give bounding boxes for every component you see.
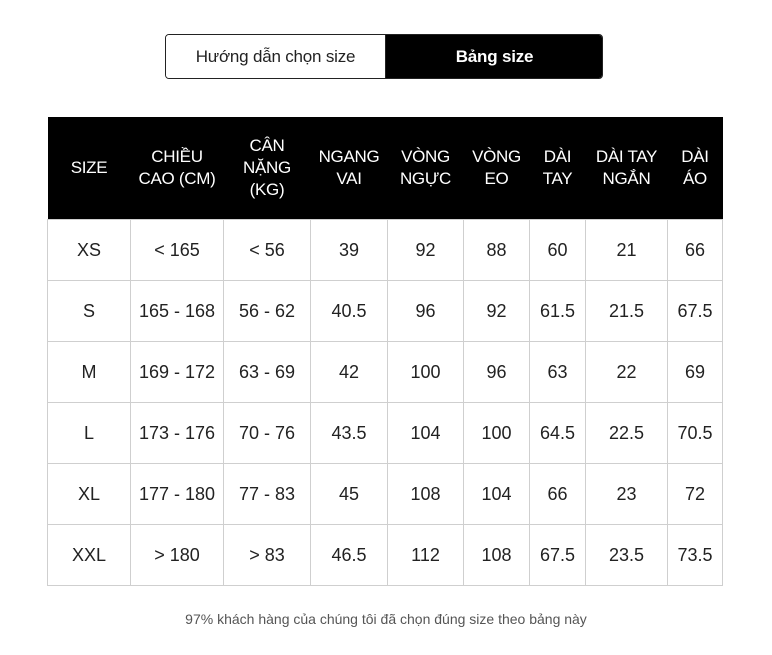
table-cell: 66 <box>667 219 723 281</box>
table-cell: < 165 <box>130 219 224 281</box>
size-label-cell: XL <box>47 463 131 525</box>
table-cell: 96 <box>387 280 464 342</box>
column-header-line: VÒNG <box>401 147 450 166</box>
table-cell: 88 <box>463 219 530 281</box>
column-header-line: CÂN <box>249 136 285 155</box>
column-header-line: VAI <box>336 169 362 188</box>
table-cell: 40.5 <box>310 280 388 342</box>
size-label-cell: S <box>47 280 131 342</box>
size-label-cell: M <box>47 341 131 403</box>
table-cell: 39 <box>310 219 388 281</box>
column-header: SIZE <box>47 117 131 220</box>
column-header-line: NẶNG <box>243 158 291 177</box>
column-header: DÀI TAY NGẮN <box>585 117 668 220</box>
table-cell: 43.5 <box>310 402 388 464</box>
table-cell: 70.5 <box>667 402 723 464</box>
table-cell: 63 <box>529 341 586 403</box>
table-row: S 165 - 168 56 - 62 40.5 96 92 61.5 21.5 67.5 <box>47 280 723 342</box>
column-header-line: DÀI <box>681 147 709 166</box>
table-cell: 112 <box>387 524 464 586</box>
table-cell: 92 <box>463 280 530 342</box>
column-header-line: TAY <box>542 169 573 188</box>
size-tabs: Hướng dẫn chọn size Bảng size <box>165 34 603 79</box>
table-cell: 165 - 168 <box>130 280 224 342</box>
table-cell: 56 - 62 <box>223 280 311 342</box>
table-cell: 92 <box>387 219 464 281</box>
table-cell: 96 <box>463 341 530 403</box>
column-header: VÒNG NGỰC <box>387 117 464 220</box>
table-cell: 72 <box>667 463 723 525</box>
column-header: NGANG VAI <box>310 117 388 220</box>
table-cell: < 56 <box>223 219 311 281</box>
table-cell: 100 <box>463 402 530 464</box>
table-cell: 46.5 <box>310 524 388 586</box>
column-header-line: ÁO <box>683 169 707 188</box>
column-header-line: NGANG <box>318 147 380 166</box>
column-header-line: NGẮN <box>602 169 651 188</box>
size-table: SIZE CHIỀU CAO (CM) CÂN NẶNG (KG) NGANG VAI VÒNG… <box>47 117 723 586</box>
table-row: M 169 - 172 63 - 69 42 100 96 63 22 69 <box>47 341 723 403</box>
column-header: CHIỀU CAO (CM) <box>130 117 224 220</box>
column-header-line: (KG) <box>249 180 285 199</box>
table-cell: 21.5 <box>585 280 668 342</box>
table-cell: > 83 <box>223 524 311 586</box>
column-header: CÂN NẶNG (KG) <box>223 117 311 220</box>
table-cell: > 180 <box>130 524 224 586</box>
table-cell: 104 <box>387 402 464 464</box>
table-row: XS < 165 < 56 39 92 88 60 21 66 <box>47 219 723 281</box>
column-header-line: DÀI TAY <box>595 147 658 166</box>
table-cell: 22.5 <box>585 402 668 464</box>
column-header-line: SIZE <box>70 158 108 177</box>
column-header-line: EO <box>484 169 509 188</box>
table-cell: 69 <box>667 341 723 403</box>
size-label-cell: XXL <box>47 524 131 586</box>
column-header-line: NGỰC <box>399 169 452 188</box>
column-header-line: DÀI <box>543 147 572 166</box>
column-header: VÒNG EO <box>463 117 530 220</box>
table-cell: 21 <box>585 219 668 281</box>
column-header: DÀI ÁO <box>667 117 723 220</box>
table-cell: 100 <box>387 341 464 403</box>
table-row: XL 177 - 180 77 - 83 45 108 104 66 23 72 <box>47 463 723 525</box>
table-cell: 169 - 172 <box>130 341 224 403</box>
table-header-row: SIZE CHIỀU CAO (CM) CÂN NẶNG (KG) NGANG VAI VÒNG… <box>47 117 723 220</box>
table-cell: 63 - 69 <box>223 341 311 403</box>
table-cell: 177 - 180 <box>130 463 224 525</box>
table-cell: 60 <box>529 219 586 281</box>
table-cell: 73.5 <box>667 524 723 586</box>
table-cell: 61.5 <box>529 280 586 342</box>
column-header-line: VÒNG <box>472 147 521 166</box>
table-cell: 22 <box>585 341 668 403</box>
tab-size-chart[interactable]: Bảng size <box>386 35 602 78</box>
column-header-line: CHIỀU <box>151 147 203 166</box>
size-label-cell: XS <box>47 219 131 281</box>
footer-note: 97% khách hàng của chúng tôi đã chọn đún… <box>185 611 587 627</box>
table-cell: 108 <box>387 463 464 525</box>
column-header-line: CAO (CM) <box>138 169 216 188</box>
table-cell: 108 <box>463 524 530 586</box>
table-cell: 23.5 <box>585 524 668 586</box>
table-cell: 77 - 83 <box>223 463 311 525</box>
table-cell: 70 - 76 <box>223 402 311 464</box>
table-cell: 64.5 <box>529 402 586 464</box>
table-cell: 67.5 <box>667 280 723 342</box>
table-cell: 173 - 176 <box>130 402 224 464</box>
table-cell: 45 <box>310 463 388 525</box>
table-cell: 42 <box>310 341 388 403</box>
tab-size-guide[interactable]: Hướng dẫn chọn size <box>166 35 386 78</box>
column-header: DÀI TAY <box>529 117 586 220</box>
table-row: XXL > 180 > 83 46.5 112 108 67.5 23.5 73.5 <box>47 524 723 586</box>
size-label-cell: L <box>47 402 131 464</box>
table-cell: 23 <box>585 463 668 525</box>
table-row: L 173 - 176 70 - 76 43.5 104 100 64.5 22.5 70.5 <box>47 402 723 464</box>
table-cell: 67.5 <box>529 524 586 586</box>
table-cell: 104 <box>463 463 530 525</box>
table-cell: 66 <box>529 463 586 525</box>
